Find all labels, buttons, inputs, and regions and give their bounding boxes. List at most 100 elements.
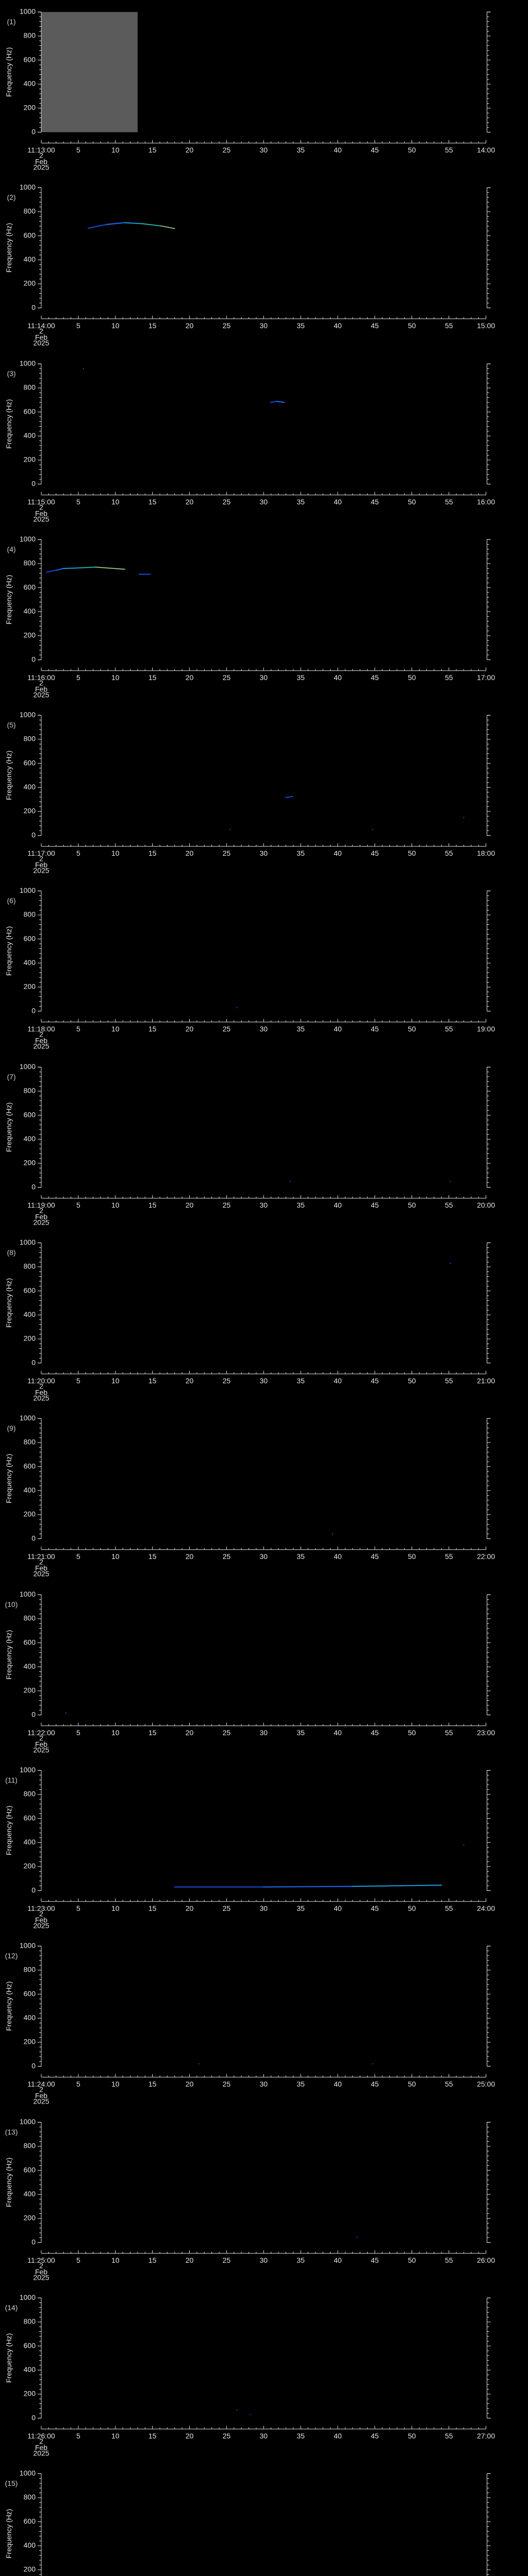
svg-text:40: 40 <box>334 2080 342 2088</box>
svg-text:55: 55 <box>445 2256 453 2264</box>
svg-text:45: 45 <box>371 498 379 506</box>
svg-text:(2): (2) <box>7 193 15 201</box>
svg-text:20: 20 <box>186 2256 194 2264</box>
svg-text:200: 200 <box>24 2389 36 2397</box>
svg-text:600: 600 <box>24 935 36 943</box>
svg-text:800: 800 <box>24 1614 36 1622</box>
svg-text:16:00: 16:00 <box>477 498 495 506</box>
svg-text:0: 0 <box>31 127 36 135</box>
svg-text:(10): (10) <box>5 1600 18 1608</box>
svg-text:2025: 2025 <box>33 2449 49 2457</box>
svg-text:15: 15 <box>148 1553 157 1561</box>
svg-text:25: 25 <box>223 321 231 330</box>
svg-text:30: 30 <box>259 849 268 857</box>
svg-text:1000: 1000 <box>20 710 36 719</box>
svg-text:5: 5 <box>76 1728 80 1737</box>
svg-text:2025: 2025 <box>33 515 49 523</box>
svg-text:Frequency (Hz): Frequency (Hz) <box>5 751 13 800</box>
svg-text:0: 0 <box>31 2062 36 2070</box>
svg-text:0: 0 <box>31 1007 36 1015</box>
svg-text:2025: 2025 <box>33 1745 49 1754</box>
svg-text:40: 40 <box>334 2432 342 2440</box>
svg-text:50: 50 <box>408 2080 416 2088</box>
svg-text:2025: 2025 <box>33 2273 49 2281</box>
svg-text:Frequency (Hz): Frequency (Hz) <box>5 223 13 273</box>
svg-text:1000: 1000 <box>20 1941 36 1950</box>
svg-text:10: 10 <box>111 146 120 154</box>
svg-text:5: 5 <box>76 2080 80 2088</box>
svg-text:55: 55 <box>445 1201 453 1209</box>
svg-text:55: 55 <box>445 146 453 154</box>
svg-text:1000: 1000 <box>20 1414 36 1422</box>
svg-text:15: 15 <box>148 1377 157 1385</box>
svg-text:30: 30 <box>259 1553 268 1561</box>
svg-text:5: 5 <box>76 146 80 154</box>
svg-text:45: 45 <box>371 1025 379 1033</box>
svg-text:0: 0 <box>31 1358 36 1366</box>
svg-text:30: 30 <box>259 673 268 682</box>
svg-text:45: 45 <box>371 321 379 330</box>
svg-text:1000: 1000 <box>20 2293 36 2301</box>
svg-text:35: 35 <box>296 321 305 330</box>
svg-text:800: 800 <box>24 31 36 40</box>
svg-text:10: 10 <box>111 2432 120 2440</box>
svg-text:24:00: 24:00 <box>477 1904 495 1912</box>
svg-text:15: 15 <box>148 146 157 154</box>
svg-text:0: 0 <box>31 479 36 487</box>
svg-text:15: 15 <box>148 1025 157 1033</box>
svg-text:20: 20 <box>186 1904 194 1912</box>
svg-text:45: 45 <box>371 1904 379 1912</box>
svg-text:20: 20 <box>186 673 194 682</box>
svg-text:20: 20 <box>186 849 194 857</box>
svg-text:15: 15 <box>148 498 157 506</box>
svg-text:400: 400 <box>24 607 36 615</box>
svg-text:55: 55 <box>445 1904 453 1912</box>
svg-text:30: 30 <box>259 498 268 506</box>
svg-text:200: 200 <box>24 455 36 463</box>
svg-text:50: 50 <box>408 1553 416 1561</box>
svg-text:400: 400 <box>24 2365 36 2374</box>
svg-text:25: 25 <box>223 1201 231 1209</box>
svg-text:600: 600 <box>24 1638 36 1646</box>
svg-text:600: 600 <box>24 583 36 591</box>
svg-text:800: 800 <box>24 383 36 391</box>
svg-text:25: 25 <box>223 498 231 506</box>
svg-text:1000: 1000 <box>20 7 36 15</box>
svg-text:400: 400 <box>24 79 36 88</box>
svg-text:(11): (11) <box>5 1776 18 1784</box>
svg-text:2025: 2025 <box>33 1042 49 1050</box>
svg-text:800: 800 <box>24 2317 36 2325</box>
svg-text:200: 200 <box>24 2038 36 2046</box>
svg-text:45: 45 <box>371 1728 379 1737</box>
svg-text:800: 800 <box>24 1965 36 1974</box>
svg-text:23:00: 23:00 <box>477 1728 495 1737</box>
svg-text:800: 800 <box>24 735 36 743</box>
svg-text:400: 400 <box>24 1486 36 1494</box>
svg-text:5: 5 <box>76 1201 80 1209</box>
svg-text:20: 20 <box>186 498 194 506</box>
svg-text:45: 45 <box>371 849 379 857</box>
svg-text:15: 15 <box>148 321 157 330</box>
svg-text:600: 600 <box>24 55 36 63</box>
svg-text:50: 50 <box>408 146 416 154</box>
svg-text:50: 50 <box>408 1025 416 1033</box>
svg-text:15:00: 15:00 <box>477 321 495 330</box>
svg-text:25: 25 <box>223 2080 231 2088</box>
svg-text:2025: 2025 <box>33 2097 49 2106</box>
svg-text:200: 200 <box>24 1510 36 1518</box>
svg-text:45: 45 <box>371 1377 379 1385</box>
svg-text:20: 20 <box>186 321 194 330</box>
svg-text:20: 20 <box>186 1377 194 1385</box>
svg-text:200: 200 <box>24 982 36 991</box>
svg-text:200: 200 <box>24 807 36 815</box>
svg-text:50: 50 <box>408 1201 416 1209</box>
svg-text:35: 35 <box>296 1553 305 1561</box>
svg-text:50: 50 <box>408 2432 416 2440</box>
svg-text:400: 400 <box>24 1310 36 1318</box>
svg-text:5: 5 <box>76 673 80 682</box>
svg-text:2025: 2025 <box>33 867 49 875</box>
svg-text:5: 5 <box>76 849 80 857</box>
svg-text:0: 0 <box>31 655 36 663</box>
svg-text:800: 800 <box>24 1438 36 1446</box>
svg-text:600: 600 <box>24 1814 36 1822</box>
